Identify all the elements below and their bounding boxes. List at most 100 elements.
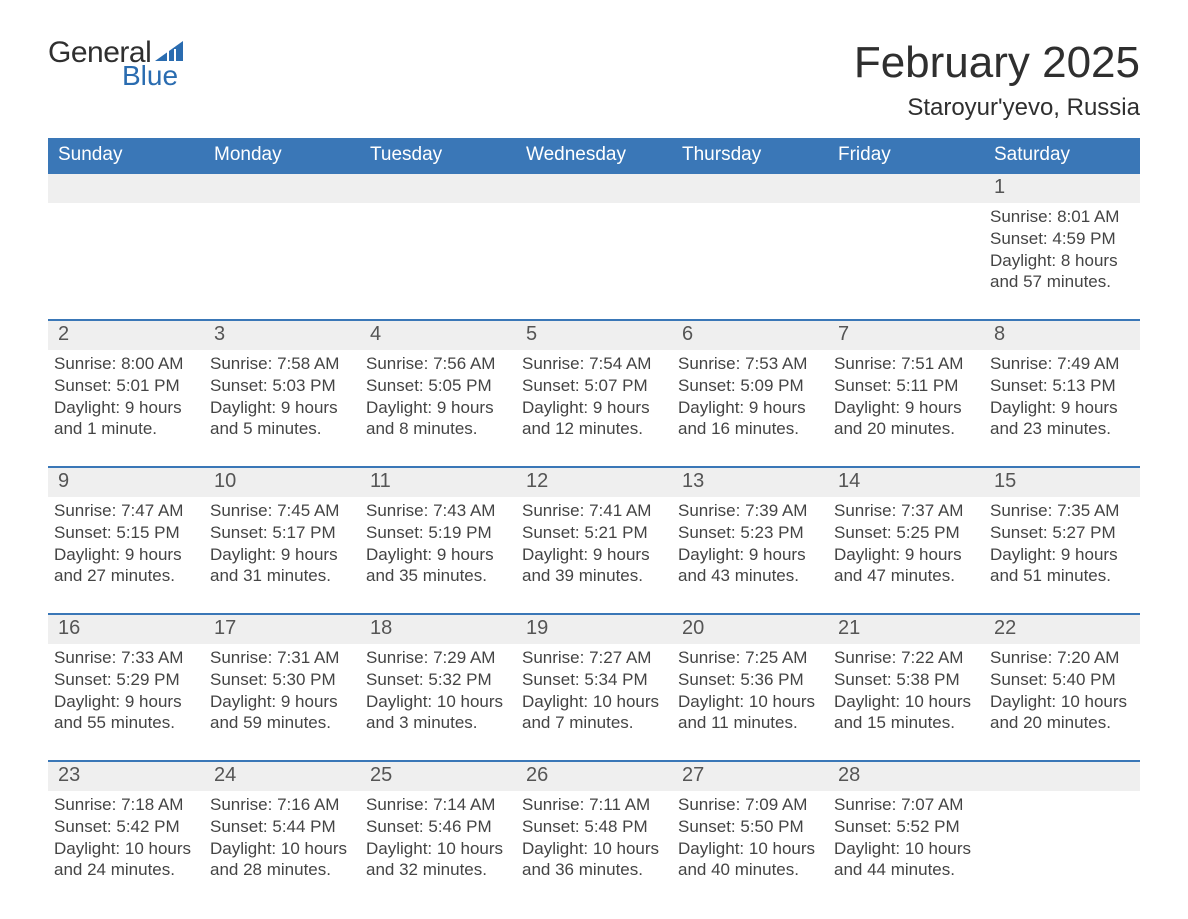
logo-word-blue: Blue <box>122 62 185 90</box>
daylight-line: Daylight: 10 hours and 15 minutes. <box>834 691 974 735</box>
day-number: 28 <box>828 762 984 790</box>
sunrise-line: Sunrise: 8:00 AM <box>54 353 194 375</box>
calendar-day: . <box>516 174 672 293</box>
day-number: . <box>828 174 984 202</box>
day-details: Sunrise: 7:45 AMSunset: 5:17 PMDaylight:… <box>210 500 354 587</box>
sunrise-line: Sunrise: 7:18 AM <box>54 794 194 816</box>
daylight-line: Daylight: 8 hours and 57 minutes. <box>990 250 1130 294</box>
sunset-line: Sunset: 5:42 PM <box>54 816 194 838</box>
day-details: Sunrise: 7:41 AMSunset: 5:21 PMDaylight:… <box>522 500 666 587</box>
day-details: Sunrise: 7:37 AMSunset: 5:25 PMDaylight:… <box>834 500 978 587</box>
day-number: 12 <box>516 468 672 496</box>
day-number: . <box>984 762 1140 790</box>
calendar-day: . <box>672 174 828 293</box>
daylight-line: Daylight: 9 hours and 1 minute. <box>54 397 194 441</box>
day-details: Sunrise: 7:33 AMSunset: 5:29 PMDaylight:… <box>54 647 198 734</box>
calendar-day: . <box>204 174 360 293</box>
sunset-line: Sunset: 5:50 PM <box>678 816 818 838</box>
day-number: . <box>48 174 204 202</box>
calendar-day: 16 Sunrise: 7:33 AMSunset: 5:29 PMDayligh… <box>48 615 204 734</box>
day-details: Sunrise: 7:56 AMSunset: 5:05 PMDaylight:… <box>366 353 510 440</box>
sunrise-line: Sunrise: 7:27 AM <box>522 647 662 669</box>
day-details: Sunrise: 7:58 AMSunset: 5:03 PMDaylight:… <box>210 353 354 440</box>
sunrise-line: Sunrise: 7:56 AM <box>366 353 506 375</box>
daylight-line: Daylight: 9 hours and 16 minutes. <box>678 397 818 441</box>
day-number: 25 <box>360 762 516 790</box>
calendar-day: 27Sunrise: 7:09 AMSunset: 5:50 PMDayligh… <box>672 762 828 881</box>
sunrise-line: Sunrise: 7:54 AM <box>522 353 662 375</box>
sunset-line: Sunset: 5:46 PM <box>366 816 506 838</box>
logo: General Blue <box>48 38 185 90</box>
calendar-day: 20Sunrise: 7:25 AMSunset: 5:36 PMDayligh… <box>672 615 828 734</box>
daylight-line: Daylight: 9 hours and 8 minutes. <box>366 397 506 441</box>
sunset-line: Sunset: 5:13 PM <box>990 375 1130 397</box>
day-number: 18 <box>360 615 516 643</box>
sunset-line: Sunset: 5:34 PM <box>522 669 662 691</box>
sunset-line: Sunset: 5:11 PM <box>834 375 974 397</box>
sunset-line: Sunset: 4:59 PM <box>990 228 1130 250</box>
sunrise-line: Sunrise: 7:35 AM <box>990 500 1130 522</box>
calendar-day: 23 Sunrise: 7:18 AMSunset: 5:42 PMDayligh… <box>48 762 204 881</box>
day-details: Sunrise: 7:11 AMSunset: 5:48 PMDaylight:… <box>522 794 666 881</box>
day-number: 15 <box>984 468 1140 496</box>
day-number: 6 <box>672 321 828 349</box>
day-number: 24 <box>204 762 360 790</box>
sunset-line: Sunset: 5:07 PM <box>522 375 662 397</box>
daylight-line: Daylight: 9 hours and 51 minutes. <box>990 544 1130 588</box>
sunrise-line: Sunrise: 7:07 AM <box>834 794 974 816</box>
weekday-header: Thursday <box>672 138 828 174</box>
page-header: General Blue February 2025 Staroyur'yevo… <box>48 38 1140 122</box>
sunrise-line: Sunrise: 7:11 AM <box>522 794 662 816</box>
daylight-line: Daylight: 9 hours and 31 minutes. <box>210 544 350 588</box>
daylight-line: Daylight: 9 hours and 23 minutes. <box>990 397 1130 441</box>
sunset-line: Sunset: 5:17 PM <box>210 522 350 544</box>
sunrise-line: Sunrise: 7:22 AM <box>834 647 974 669</box>
day-details: Sunrise: 7:14 AMSunset: 5:46 PMDaylight:… <box>366 794 510 881</box>
calendar-day: 15 Sunrise: 7:35 AMSunset: 5:27 PMDayligh… <box>984 468 1140 587</box>
daylight-line: Daylight: 10 hours and 44 minutes. <box>834 838 974 882</box>
daylight-line: Daylight: 10 hours and 40 minutes. <box>678 838 818 882</box>
day-details: Sunrise: 7:20 AMSunset: 5:40 PMDaylight:… <box>990 647 1134 734</box>
sunset-line: Sunset: 5:32 PM <box>366 669 506 691</box>
day-details: Sunrise: 7:51 AMSunset: 5:11 PMDaylight:… <box>834 353 978 440</box>
calendar-day: 21Sunrise: 7:22 AMSunset: 5:38 PMDayligh… <box>828 615 984 734</box>
daylight-line: Daylight: 9 hours and 39 minutes. <box>522 544 662 588</box>
calendar-day: . <box>828 174 984 293</box>
calendar-day: 3Sunrise: 7:58 AMSunset: 5:03 PMDaylight… <box>204 321 360 440</box>
calendar-day: 9Sunrise: 7:47 AMSunset: 5:15 PMDaylight… <box>48 468 204 587</box>
daylight-line: Daylight: 10 hours and 28 minutes. <box>210 838 350 882</box>
calendar-day: 14Sunrise: 7:37 AMSunset: 5:25 PMDayligh… <box>828 468 984 587</box>
day-details: Sunrise: 7:18 AMSunset: 5:42 PMDaylight:… <box>54 794 198 881</box>
daylight-line: Daylight: 10 hours and 11 minutes. <box>678 691 818 735</box>
calendar-day: 22Sunrise: 7:20 AMSunset: 5:40 PMDayligh… <box>984 615 1140 734</box>
day-details: Sunrise: 7:53 AMSunset: 5:09 PMDaylight:… <box>678 353 822 440</box>
sunrise-line: Sunrise: 7:45 AM <box>210 500 350 522</box>
day-number: 16 <box>48 615 204 643</box>
weekday-header: Friday <box>828 138 984 174</box>
sunrise-line: Sunrise: 7:20 AM <box>990 647 1130 669</box>
sunset-line: Sunset: 5:23 PM <box>678 522 818 544</box>
weekday-header: Saturday <box>984 138 1140 174</box>
sunset-line: Sunset: 5:09 PM <box>678 375 818 397</box>
day-number: 26 <box>516 762 672 790</box>
sunset-line: Sunset: 5:29 PM <box>54 669 194 691</box>
sunset-line: Sunset: 5:03 PM <box>210 375 350 397</box>
day-number: 1 <box>984 174 1140 202</box>
sunset-line: Sunset: 5:36 PM <box>678 669 818 691</box>
daylight-line: Daylight: 9 hours and 55 minutes. <box>54 691 194 735</box>
day-details: Sunrise: 7:35 AMSunset: 5:27 PMDaylight:… <box>990 500 1134 587</box>
daylight-line: Daylight: 9 hours and 43 minutes. <box>678 544 818 588</box>
calendar-day: 12 Sunrise: 7:41 AMSunset: 5:21 PMDayligh… <box>516 468 672 587</box>
day-details: Sunrise: 7:27 AMSunset: 5:34 PMDaylight:… <box>522 647 666 734</box>
daylight-line: Daylight: 10 hours and 20 minutes. <box>990 691 1130 735</box>
day-number: 17 <box>204 615 360 643</box>
calendar-day: . <box>48 174 204 293</box>
sunset-line: Sunset: 5:27 PM <box>990 522 1130 544</box>
sunrise-line: Sunrise: 7:37 AM <box>834 500 974 522</box>
sunset-line: Sunset: 5:44 PM <box>210 816 350 838</box>
day-number: 23 <box>48 762 204 790</box>
calendar-day: 19Sunrise: 7:27 AMSunset: 5:34 PMDayligh… <box>516 615 672 734</box>
calendar-day: 28Sunrise: 7:07 AMSunset: 5:52 PMDayligh… <box>828 762 984 881</box>
calendar-day: 8Sunrise: 7:49 AMSunset: 5:13 PMDaylight… <box>984 321 1140 440</box>
daylight-line: Daylight: 9 hours and 59 minutes. <box>210 691 350 735</box>
